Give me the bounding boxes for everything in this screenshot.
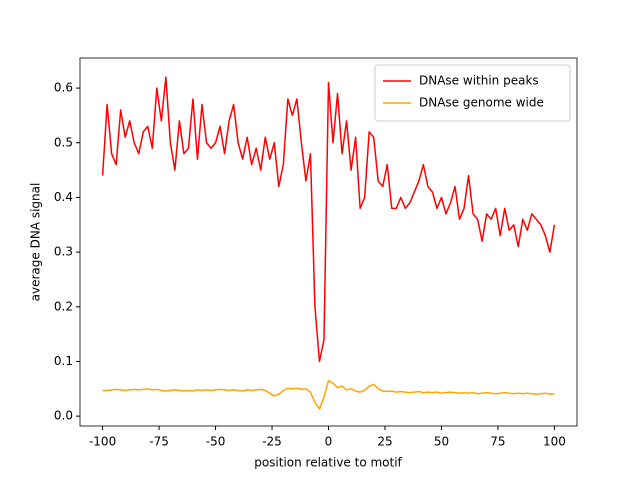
y-tick-label: 0.5 [54,135,73,149]
legend-label: DNAse genome wide [419,96,544,110]
y-tick-label: 0.4 [54,190,73,204]
line-series [102,379,555,410]
y-tick-label: 0.2 [54,299,73,313]
y-axis-label: average DNA signal [29,183,43,302]
line-series [101,76,556,363]
y-tick-label: 0.1 [54,354,73,368]
legend-box [374,64,571,122]
x-tick-label: -75 [149,435,169,449]
y-tick-label: 0.3 [54,245,73,259]
axes-frame [79,57,578,427]
x-tick-label: 100 [543,435,566,449]
y-tick-label: 0.0 [54,409,73,423]
x-tick-label: 50 [434,435,449,449]
x-tick-label: 75 [490,435,505,449]
legend-label: DNAse within peaks [419,74,539,88]
x-tick-label: 0 [325,435,333,449]
x-tick-label: -25 [262,435,282,449]
x-tick-label: -100 [89,435,116,449]
y-tick-label: 0.6 [54,81,73,95]
x-tick-label: 25 [377,435,392,449]
x-axis-label: position relative to motif [254,456,402,470]
x-tick-label: -50 [206,435,226,449]
